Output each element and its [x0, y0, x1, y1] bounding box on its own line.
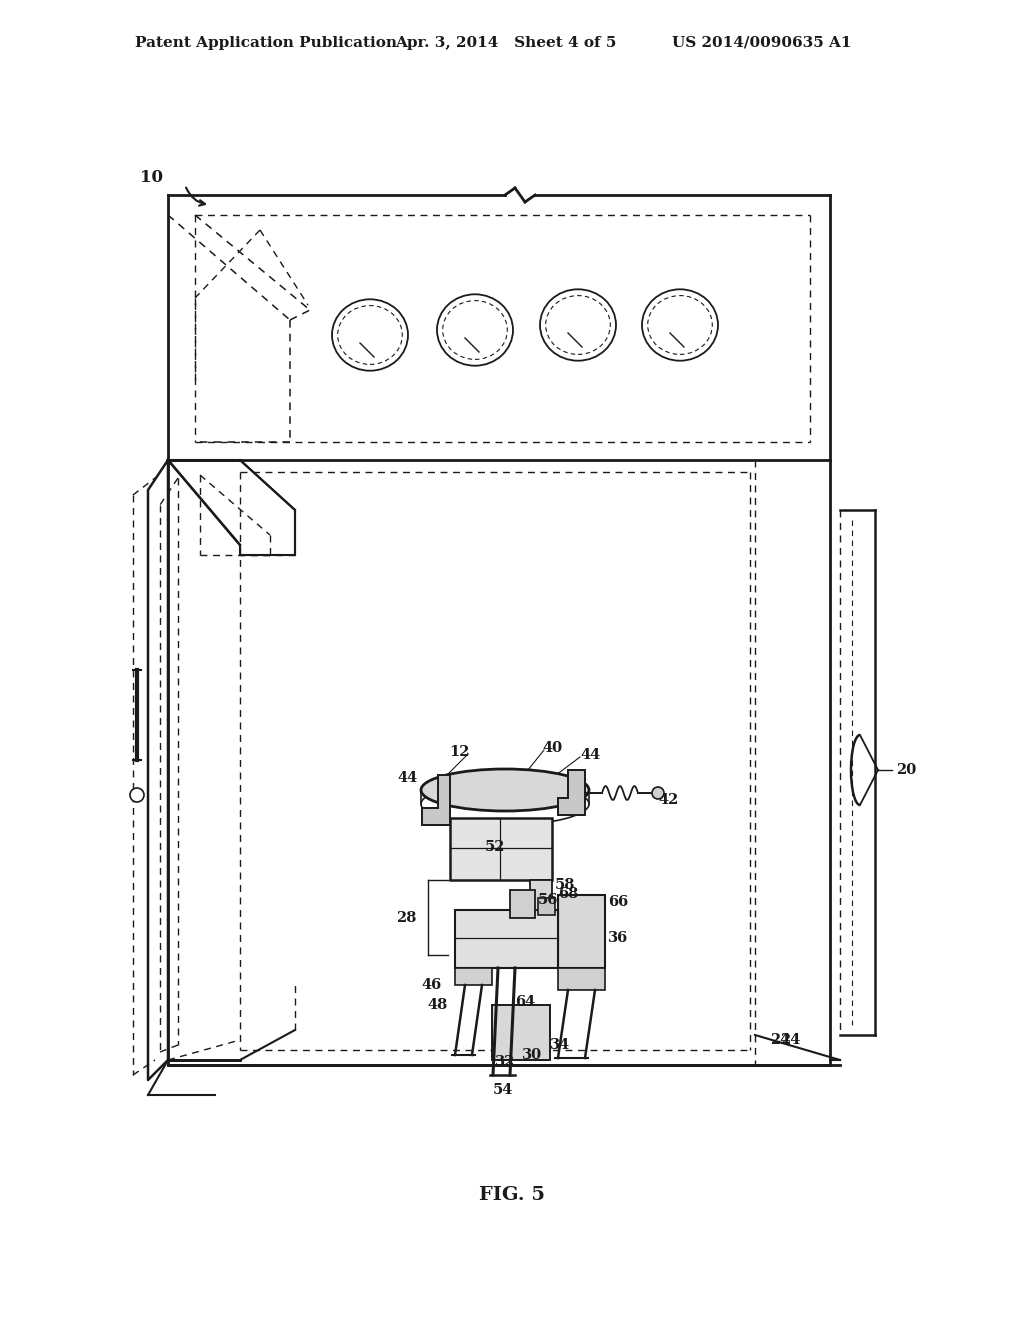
Text: FIG. 5: FIG. 5 — [479, 1185, 545, 1204]
Text: 64: 64 — [515, 995, 536, 1008]
Polygon shape — [455, 909, 558, 968]
Text: Patent Application Publication: Patent Application Publication — [135, 36, 397, 50]
Circle shape — [652, 787, 664, 799]
Text: 12: 12 — [450, 744, 470, 759]
Ellipse shape — [338, 306, 402, 364]
Text: 48: 48 — [428, 998, 449, 1012]
Polygon shape — [558, 895, 605, 968]
Ellipse shape — [642, 289, 718, 360]
Text: 56: 56 — [538, 894, 558, 907]
Polygon shape — [422, 775, 450, 825]
Polygon shape — [492, 1005, 550, 1060]
Text: 44: 44 — [580, 748, 600, 762]
Polygon shape — [455, 968, 492, 985]
Polygon shape — [510, 890, 535, 917]
Ellipse shape — [442, 301, 507, 359]
Ellipse shape — [437, 294, 513, 366]
Ellipse shape — [546, 296, 610, 354]
Text: 66: 66 — [608, 895, 629, 909]
Text: 52: 52 — [484, 840, 505, 854]
Text: 34: 34 — [550, 1038, 570, 1052]
Ellipse shape — [540, 289, 616, 360]
Text: 58: 58 — [555, 878, 575, 892]
Polygon shape — [538, 898, 555, 915]
Text: 30: 30 — [522, 1048, 542, 1063]
Polygon shape — [530, 880, 552, 909]
Ellipse shape — [421, 783, 589, 825]
Text: 32: 32 — [495, 1055, 515, 1069]
Polygon shape — [450, 818, 552, 880]
Text: 24: 24 — [770, 1034, 791, 1047]
Ellipse shape — [648, 296, 713, 354]
Text: 10: 10 — [140, 169, 163, 186]
Ellipse shape — [332, 300, 408, 371]
Text: 54: 54 — [493, 1082, 513, 1097]
Circle shape — [130, 788, 144, 803]
Text: 46: 46 — [422, 978, 442, 993]
Polygon shape — [558, 968, 605, 990]
Text: 44: 44 — [397, 771, 418, 785]
Text: Apr. 3, 2014   Sheet 4 of 5: Apr. 3, 2014 Sheet 4 of 5 — [395, 36, 616, 50]
Ellipse shape — [421, 770, 589, 810]
Text: 20: 20 — [896, 763, 916, 777]
Text: US 2014/0090635 A1: US 2014/0090635 A1 — [672, 36, 852, 50]
Text: 68: 68 — [558, 887, 579, 902]
Text: 36: 36 — [608, 931, 629, 945]
Text: 42: 42 — [658, 793, 678, 807]
Text: 40: 40 — [542, 741, 562, 755]
Text: 28: 28 — [395, 911, 416, 925]
Text: 24: 24 — [780, 1034, 800, 1047]
Polygon shape — [558, 770, 585, 814]
